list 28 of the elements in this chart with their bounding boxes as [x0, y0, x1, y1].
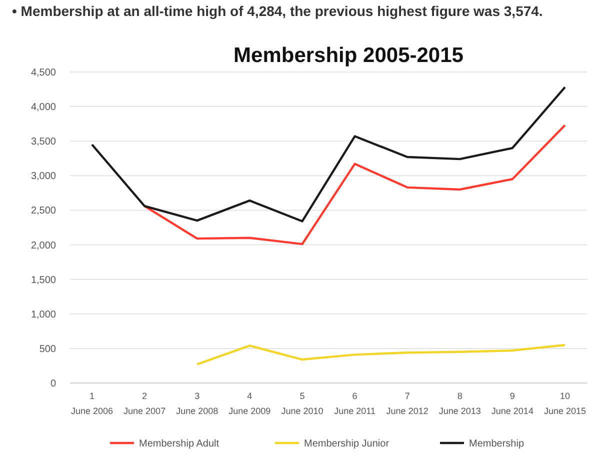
y-tick-label: 500 [39, 344, 56, 355]
x-tick-label: 8 June 2013 [438, 391, 481, 416]
chart-title: Membership 2005-2015 [234, 44, 464, 67]
y-tick-label: 1,500 [30, 274, 56, 286]
y-tick-label: 3,000 [30, 171, 56, 182]
text: • Membership at an all-time high of 4,284, the previous highest figure was 3,574. [11, 2, 544, 21]
legend-label: Membership Junior [304, 438, 390, 450]
line-series [196, 344, 566, 366]
y-tick-label: 2,000 [30, 240, 56, 252]
y-tick-label: 1,000 [30, 309, 56, 320]
legend-label: Membership [469, 438, 524, 450]
x-tick-label: 7 June 2012 [386, 391, 428, 416]
x-tick-label: 9 June 2014 [491, 391, 534, 416]
y-tick-label: 2,500 [30, 206, 56, 217]
y-tick-label: 3,500 [30, 136, 56, 148]
x-tick-label: 3 June 2008 [176, 391, 218, 416]
line-series [143, 124, 566, 246]
x-tick-label: 10 June 2015 [544, 391, 586, 416]
y-tick-label: 0 [50, 378, 56, 390]
x-tick-label: 6 June 2011 [334, 391, 376, 416]
x-tick-label: 2 June 2007 [124, 391, 166, 416]
y-tick-label: 4,000 [30, 102, 56, 114]
legend-label: Membership Adult [139, 438, 220, 450]
x-tick-label: 5 June 2010 [281, 391, 324, 416]
x-tick-label: 1 June 2006 [70, 391, 114, 416]
x-tick-label: 4 June 2009 [228, 391, 271, 416]
y-tick-label: 4,500 [30, 68, 56, 78]
line-series [90, 86, 566, 222]
